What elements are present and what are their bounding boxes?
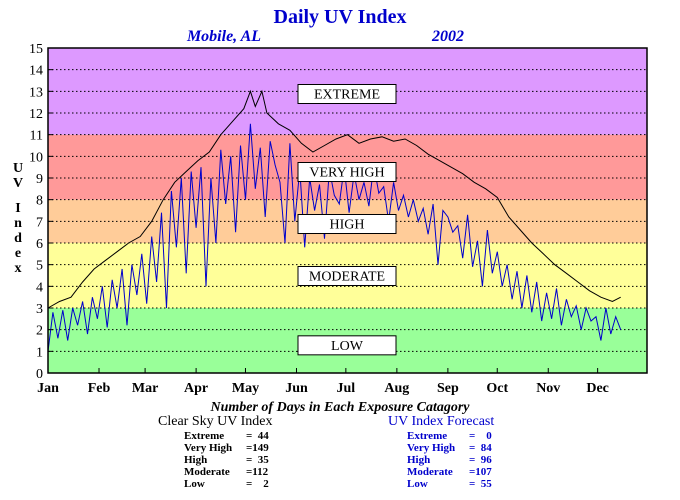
y-tick-label: 15 <box>29 42 43 57</box>
clear-sky-row: Low = 2 <box>184 478 272 490</box>
y-tick-label: 12 <box>29 107 43 122</box>
row-value: = 96 <box>469 454 492 466</box>
y-tick-label: 4 <box>36 280 43 295</box>
x-tick-label: Sep <box>437 381 459 396</box>
clear-sky-row: Extreme = 44 <box>184 430 272 442</box>
y-tick-label: 14 <box>29 64 43 79</box>
x-tick-label: Jan <box>37 381 59 396</box>
row-label: High <box>407 454 431 466</box>
x-tick-label: Dec <box>586 381 609 396</box>
row-value: = 0 <box>469 430 492 442</box>
y-tick-label: 11 <box>30 129 43 144</box>
clear-sky-heading: Clear Sky UV Index <box>158 414 273 429</box>
row-value: = 84 <box>469 442 492 454</box>
row-value: = 44 <box>246 430 269 442</box>
row-label: Moderate <box>184 466 230 478</box>
y-label-char: I <box>15 201 20 216</box>
row-value: =149 <box>246 442 269 454</box>
y-tick-label: 3 <box>36 302 43 317</box>
y-label-char: U <box>13 161 23 176</box>
x-tick-label: Aug <box>384 381 409 396</box>
row-label: Very High <box>184 442 233 454</box>
y-tick-label: 9 <box>36 172 43 187</box>
forecast-line <box>47 123 622 352</box>
y-label-char: n <box>14 216 22 231</box>
band-label: LOW <box>331 339 364 354</box>
band-label-box <box>297 266 397 286</box>
uv-chart: Daily UV Index Mobile, AL 2002 LOW MODERA… <box>13 6 648 396</box>
y-tick-label: 5 <box>36 259 43 274</box>
y-tick-label: 2 <box>36 324 43 339</box>
band-label: VERY HIGH <box>309 166 384 181</box>
band-label-box <box>297 214 397 234</box>
y-tick-label: 7 <box>36 215 43 230</box>
chart-year: 2002 <box>431 28 464 45</box>
band-labels: LOW MODERATE HIGH VERY HIGH EXTREME <box>297 84 397 356</box>
band-label-box <box>297 335 397 356</box>
y-tick-label: 0 <box>36 367 43 382</box>
y-label-char: V <box>13 176 23 191</box>
chart-title: Daily UV Index <box>274 6 407 28</box>
band-label-box <box>297 162 397 182</box>
clear-sky-row: Very High =149 <box>184 442 272 454</box>
row-value: = 2 <box>246 478 269 490</box>
y-label-char: x <box>15 261 22 276</box>
x-tick-label: May <box>232 381 259 396</box>
x-tick-label: Jul <box>337 381 356 396</box>
clear-sky-line <box>47 89 621 309</box>
row-value: = 55 <box>469 478 492 490</box>
band-label: EXTREME <box>314 88 380 103</box>
x-axis: Jan Feb Mar Apr May Jun Jul Aug Sep Oct Nov Dec <box>37 368 609 396</box>
y-tick-label: 10 <box>29 150 43 165</box>
y-label-char: d <box>14 231 22 246</box>
days-caption: Number of Days in Each Exposure Catagory <box>210 400 470 415</box>
row-label: Extreme <box>184 430 225 442</box>
x-tick-label: Jun <box>285 381 308 396</box>
row-label: Low <box>184 478 205 490</box>
row-label: Extreme <box>407 430 448 442</box>
row-label: High <box>184 454 208 466</box>
row-label: Moderate <box>407 466 453 478</box>
row-value: =112 <box>246 466 269 478</box>
y-tick-label: 13 <box>29 85 43 100</box>
band-label: HIGH <box>330 218 365 233</box>
clear-sky-row: High = 35 <box>184 454 272 466</box>
forecast-heading: UV Index Forecast <box>388 414 495 429</box>
y-tick-label: 6 <box>36 237 43 252</box>
y-label-char: e <box>15 246 21 261</box>
x-tick-label: Mar <box>132 381 158 396</box>
x-tick-label: Apr <box>184 381 208 396</box>
plot-frame <box>47 47 648 374</box>
forecast-row: Low = 55 <box>407 478 494 490</box>
x-tick-label: Oct <box>486 381 508 396</box>
forecast-stats: UV Index Forecast Extreme = 0 Very High = … <box>388 414 494 490</box>
row-value: =107 <box>469 466 492 478</box>
row-value: = 35 <box>246 454 269 466</box>
forecast-row: Moderate =107 <box>407 466 494 478</box>
x-tick-label: Nov <box>536 381 560 396</box>
forecast-row: High = 96 <box>407 454 494 466</box>
chart-location: Mobile, AL <box>186 28 261 45</box>
band-label: MODERATE <box>309 270 385 285</box>
data-series <box>47 89 622 352</box>
row-label: Low <box>407 478 428 490</box>
y-tick-label: 1 <box>36 345 43 360</box>
forecast-row: Extreme = 0 <box>407 430 494 442</box>
y-tick-label: 8 <box>36 194 43 209</box>
clear-sky-stats: Clear Sky UV Index Extreme = 44 Very High… <box>158 414 272 490</box>
clear-sky-row: Moderate =112 <box>184 466 272 478</box>
forecast-row: Very High = 84 <box>407 442 494 454</box>
x-tick-label: Feb <box>88 381 111 396</box>
row-label: Very High <box>407 442 456 454</box>
band-label-box <box>297 84 397 104</box>
